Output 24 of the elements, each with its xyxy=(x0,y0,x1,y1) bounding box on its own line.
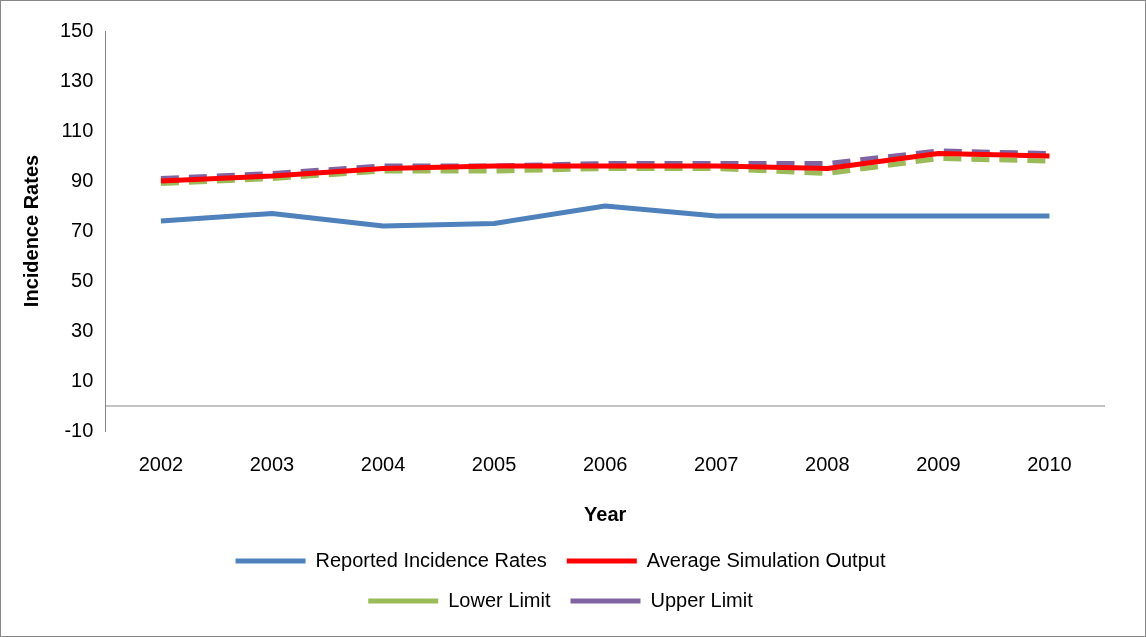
x-tick-label: 2004 xyxy=(360,452,406,475)
legend-label: Upper Limit xyxy=(650,588,754,611)
y-axis-title: Incidence Rates xyxy=(19,154,42,308)
x-tick-label: 2005 xyxy=(471,452,517,475)
y-tick-label: 130 xyxy=(59,68,94,91)
y-tick-label: 90 xyxy=(71,168,94,191)
y-tick-label: 50 xyxy=(71,268,94,291)
y-tick-label: -10 xyxy=(64,418,94,441)
x-tick-label: 2007 xyxy=(694,452,739,475)
y-tick-label: 150 xyxy=(59,18,94,41)
legend-label: Reported Incidence Rates xyxy=(315,548,547,571)
x-tick-label: 2003 xyxy=(249,452,295,475)
x-tick-label: 2009 xyxy=(916,452,961,475)
x-tick-label: 2006 xyxy=(582,452,628,475)
x-axis-title: Year xyxy=(584,502,627,525)
legend-label: Average Simulation Output xyxy=(646,548,886,571)
x-tick-label: 2002 xyxy=(138,452,184,475)
y-tick-label: 30 xyxy=(71,318,94,341)
x-tick-label: 2008 xyxy=(805,452,850,475)
y-tick-label: 110 xyxy=(61,118,94,141)
y-tick-label: 10 xyxy=(71,368,94,391)
legend-label: Lower Limit xyxy=(448,588,551,611)
x-tick-label: 2010 xyxy=(1027,452,1072,475)
y-tick-label: 70 xyxy=(71,218,94,241)
